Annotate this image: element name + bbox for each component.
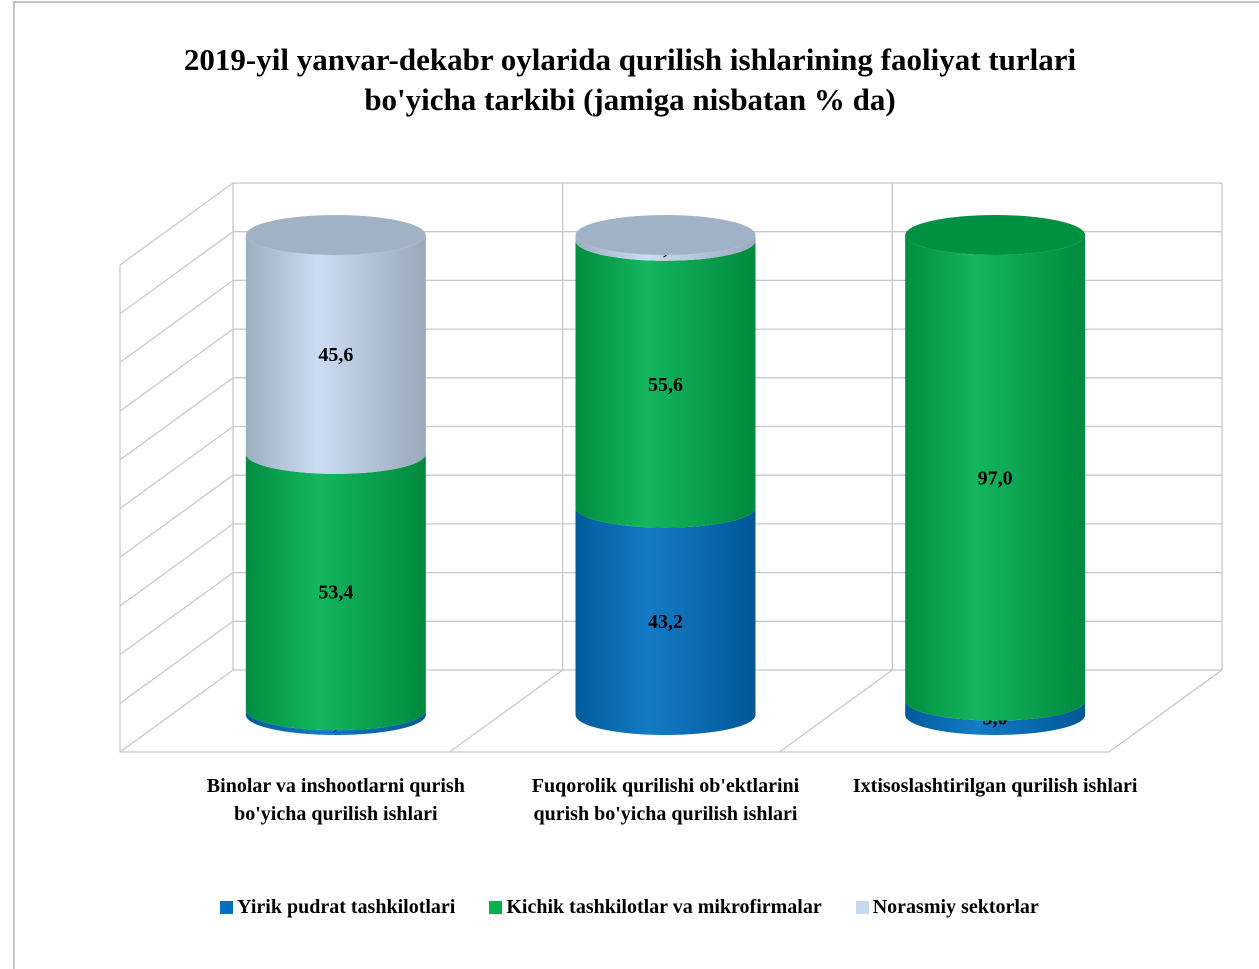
cylinder-segment xyxy=(905,700,1086,735)
chart-border xyxy=(13,1,1259,969)
x-tick-label: Ixtisoslashtirilgan qurilish ishlari xyxy=(852,775,1138,797)
cylinder-segment xyxy=(905,235,1086,721)
chart-title: 2019-yil yanvar-dekabr oylarida qurilish… xyxy=(183,42,1077,117)
legend-item: Yirik pudrat tashkilotlari xyxy=(220,896,455,919)
value-label: 97,0 xyxy=(978,467,1013,489)
cylinder-cap xyxy=(245,215,426,255)
legend-swatch xyxy=(855,901,869,914)
legend-label: Kichik tashkilotlar va mikrofirmalar xyxy=(506,896,822,918)
cylinder-cap xyxy=(575,215,756,255)
value-label: 53,4 xyxy=(318,582,353,604)
x-tick-label: Binolar va inshootlarni qurish bo'yicha … xyxy=(206,775,465,825)
cylinder-segment xyxy=(575,235,756,261)
bars: 1,053,445,643,255,61,23,097,0 xyxy=(245,215,1086,735)
value-label: 43,2 xyxy=(648,611,683,633)
cylinder-segment xyxy=(245,710,426,735)
grid xyxy=(119,182,1223,753)
legend-label: Norasmiy sektorlar xyxy=(872,896,1039,918)
x-tick-label: Fuqorolik qurilishi ob'ektlarini qurish … xyxy=(531,775,800,825)
cylinder-segment xyxy=(575,240,756,528)
legend-swatch xyxy=(489,901,503,914)
divider xyxy=(778,183,893,753)
divider xyxy=(449,183,564,753)
legend: Yirik pudrat tashkilotlari Kichik tashkil… xyxy=(0,896,1259,919)
cylinder-cap xyxy=(905,215,1086,255)
legend-swatch xyxy=(220,901,234,914)
legend-label: Yirik pudrat tashkilotlari xyxy=(237,896,456,918)
cylinder-segment xyxy=(245,453,426,731)
value-label: 55,6 xyxy=(648,374,683,396)
cylinder-segment xyxy=(245,235,426,474)
wall-edge xyxy=(119,183,1223,753)
legend-item: Kichik tashkilotlar va mikrofirmalar xyxy=(489,896,822,919)
value-label: 45,6 xyxy=(318,344,353,366)
cylinder-segment xyxy=(575,507,756,735)
legend-item: Norasmiy sektorlar xyxy=(855,896,1039,919)
